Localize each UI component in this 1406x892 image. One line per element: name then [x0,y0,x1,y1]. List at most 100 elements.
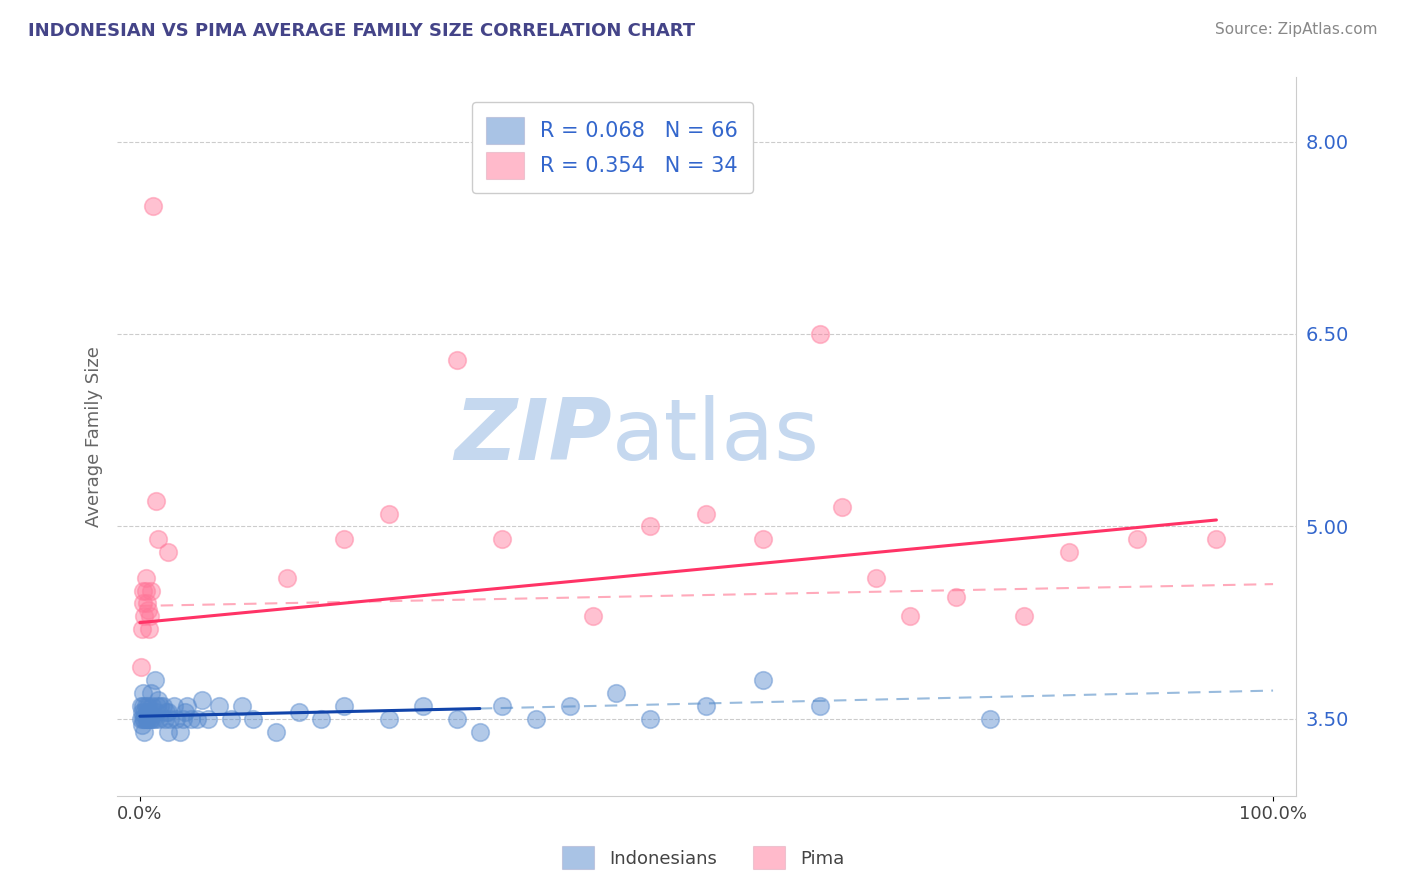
Point [134,698,156,713]
Point [145,493,167,508]
Point [141,583,163,598]
Point [129,712,152,726]
Point [132,686,155,700]
Point [149,698,172,713]
Point [638,519,661,533]
Point [153,712,176,726]
Point [945,590,967,604]
Point [146,698,169,713]
Point [468,724,491,739]
Point [264,724,287,739]
Point [131,706,153,720]
Point [132,583,155,598]
Point [582,609,605,624]
Point [900,609,922,624]
Point [142,199,165,213]
Point [752,673,775,688]
Point [134,724,156,739]
Point [146,692,169,706]
Point [176,698,198,713]
Point [139,712,162,726]
Point [131,622,153,636]
Point [131,718,153,732]
Point [808,698,831,713]
Point [979,712,1001,726]
Point [219,712,242,726]
Point [865,571,887,585]
Point [132,596,155,610]
Point [135,706,157,720]
Point [138,622,160,636]
Point [163,698,186,713]
Point [231,698,253,713]
Text: atlas: atlas [612,395,820,478]
Text: Source: ZipAtlas.com: Source: ZipAtlas.com [1215,22,1378,37]
Point [174,706,197,720]
Point [134,583,156,598]
Point [831,500,853,515]
Point [157,545,180,559]
Point [143,673,166,688]
Point [446,352,468,367]
Point [1012,609,1035,624]
Point [132,712,155,726]
Point [333,533,356,547]
Text: ZIP: ZIP [454,395,612,478]
Point [159,712,181,726]
Point [129,660,152,674]
Point [180,712,202,726]
Text: INDONESIAN VS PIMA AVERAGE FAMILY SIZE CORRELATION CHART: INDONESIAN VS PIMA AVERAGE FAMILY SIZE C… [28,22,695,40]
Point [141,686,163,700]
Point [148,712,170,726]
Point [136,603,159,617]
Point [333,698,356,713]
Point [134,571,156,585]
Point [134,712,156,726]
Point [139,609,162,624]
Point [1126,533,1149,547]
Point [191,692,214,706]
Point [309,712,332,726]
Point [1205,533,1227,547]
Point [638,712,661,726]
Y-axis label: Average Family Size: Average Family Size [86,346,103,527]
Legend: Indonesians, Pima: Indonesians, Pima [553,838,853,879]
Point [136,712,159,726]
Point [141,712,163,726]
Point [134,609,156,624]
Point [378,507,401,521]
Point [135,596,157,610]
Point [134,712,156,726]
Point [134,706,156,720]
Point [1057,545,1080,559]
Point [276,571,298,585]
Point [157,724,180,739]
Point [197,712,219,726]
Point [138,706,160,720]
Point [135,712,157,726]
Point [287,706,309,720]
Point [242,712,264,726]
Point [155,706,177,720]
Point [169,724,191,739]
Point [560,698,582,713]
Point [132,698,155,713]
Point [808,326,831,341]
Point [129,698,152,713]
Point [752,533,775,547]
Point [152,698,174,713]
Point [143,712,166,726]
Point [605,686,627,700]
Point [446,712,468,726]
Point [145,706,167,720]
Point [157,706,180,720]
Point [378,712,401,726]
Point [136,698,159,713]
Point [491,698,513,713]
Legend: R = 0.068   N = 66, R = 0.354   N = 34: R = 0.068 N = 66, R = 0.354 N = 34 [471,103,752,194]
Point [695,507,717,521]
Point [165,712,187,726]
Point [208,698,231,713]
Point [412,698,434,713]
Point [186,712,208,726]
